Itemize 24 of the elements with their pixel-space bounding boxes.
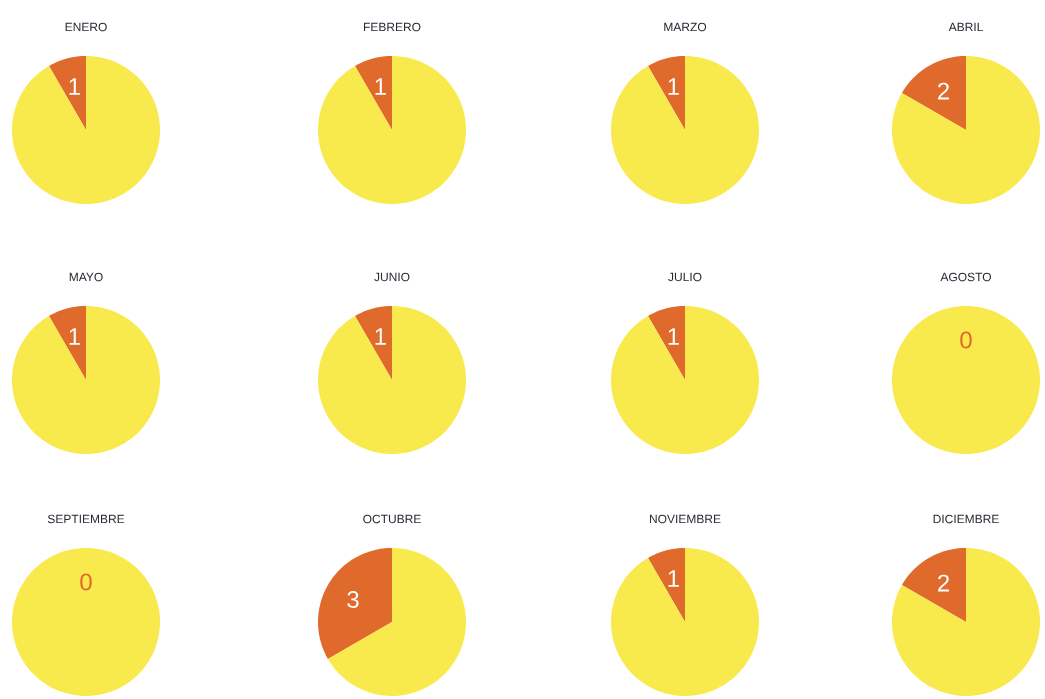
- chart-title: MARZO: [664, 22, 707, 32]
- data-label: 1: [69, 328, 80, 345]
- chart-title: AGOSTO: [940, 272, 991, 282]
- chart-title: OCTUBRE: [363, 514, 421, 524]
- data-label: 2: [938, 574, 949, 592]
- chart-title: DICIEMBRE: [933, 514, 999, 524]
- data-label: 2: [938, 82, 949, 100]
- chart-title: SEPTIEMBRE: [47, 514, 125, 524]
- chart-title: JULIO: [668, 272, 702, 282]
- data-label: 3: [347, 591, 359, 608]
- data-label: 1: [375, 78, 386, 95]
- data-label: 1: [668, 78, 679, 95]
- chart-title: ENERO: [65, 22, 107, 32]
- data-label: 1: [668, 570, 679, 587]
- data-label: 1: [668, 328, 679, 345]
- chart-title: JUNIO: [374, 272, 410, 282]
- chart-title: NOVIEMBRE: [649, 514, 721, 524]
- chart-title: ABRIL: [948, 22, 983, 32]
- data-label: 1: [69, 78, 80, 95]
- chart-title: MAYO: [69, 272, 103, 282]
- text: 0: [80, 573, 92, 591]
- text: 0: [960, 331, 972, 349]
- chart-title: FEBRERO: [363, 22, 421, 32]
- data-label: 1: [375, 328, 386, 345]
